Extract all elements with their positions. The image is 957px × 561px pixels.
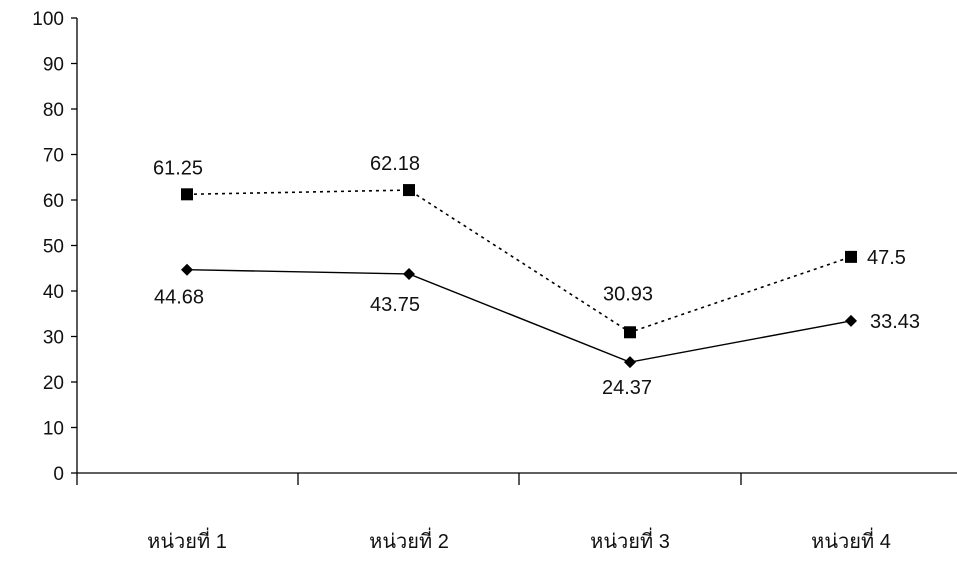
series-line-dotted	[186, 189, 852, 334]
x-category-label: หน่วยที่ 2	[369, 527, 449, 553]
data-label: 24.37	[602, 377, 652, 399]
y-tick-label: 50	[43, 237, 64, 258]
y-tick-label: 10	[43, 419, 64, 440]
data-label: 44.68	[154, 287, 204, 309]
y-tick-label: 70	[43, 146, 64, 167]
diamond-marker	[403, 267, 415, 280]
y-tick-label: 30	[43, 328, 64, 349]
x-category-label: หน่วยที่ 3	[590, 527, 670, 553]
data-label: 43.75	[370, 294, 420, 316]
y-tick-label: 40	[43, 282, 64, 303]
series-line-solid	[186, 269, 852, 363]
x-category-label: หน่วยที่ 1	[147, 527, 227, 553]
square-marker	[181, 188, 193, 201]
square-marker	[624, 326, 636, 339]
data-label: 61.25	[153, 157, 203, 179]
square-marker	[845, 250, 857, 263]
y-tick-label: 90	[43, 55, 64, 76]
y-tick-label: 100	[32, 9, 64, 30]
diamond-marker	[845, 314, 857, 327]
y-tick-label: 60	[43, 191, 64, 212]
diamond-marker	[624, 356, 636, 369]
data-label: 47.5	[867, 247, 906, 269]
diamond-marker	[181, 263, 193, 276]
square-marker	[403, 184, 415, 197]
data-label: 30.93	[603, 283, 653, 305]
y-tick-label: 20	[43, 373, 64, 394]
data-label: 62.18	[370, 153, 420, 175]
y-tick-label: 0	[53, 464, 64, 485]
x-category-label: หน่วยที่ 4	[811, 527, 891, 553]
data-label: 33.43	[870, 311, 920, 333]
y-tick-label: 80	[43, 100, 64, 121]
